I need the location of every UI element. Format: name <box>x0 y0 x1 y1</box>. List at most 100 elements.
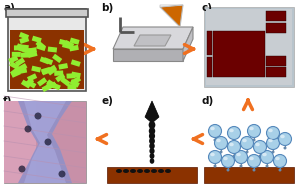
Ellipse shape <box>219 150 222 153</box>
Ellipse shape <box>210 127 215 130</box>
Polygon shape <box>14 45 23 50</box>
Text: a): a) <box>3 3 15 13</box>
Ellipse shape <box>271 150 274 153</box>
Ellipse shape <box>228 126 241 139</box>
Ellipse shape <box>214 136 228 149</box>
Ellipse shape <box>241 136 254 149</box>
Ellipse shape <box>149 148 155 154</box>
Ellipse shape <box>266 164 268 167</box>
Ellipse shape <box>258 154 261 157</box>
Polygon shape <box>12 52 21 57</box>
Bar <box>266 23 286 33</box>
Bar <box>204 7 294 87</box>
Polygon shape <box>145 101 159 123</box>
Polygon shape <box>64 40 74 48</box>
Polygon shape <box>16 43 26 51</box>
Ellipse shape <box>123 169 129 173</box>
Polygon shape <box>26 80 37 88</box>
Ellipse shape <box>249 127 254 130</box>
Ellipse shape <box>229 129 234 132</box>
Bar <box>266 67 286 77</box>
Ellipse shape <box>233 154 236 157</box>
Ellipse shape <box>34 112 42 119</box>
Polygon shape <box>43 57 53 65</box>
Polygon shape <box>35 40 45 50</box>
Ellipse shape <box>149 153 154 159</box>
Ellipse shape <box>255 143 260 146</box>
Ellipse shape <box>260 150 274 163</box>
Ellipse shape <box>210 153 215 156</box>
Ellipse shape <box>45 139 51 146</box>
Ellipse shape <box>242 139 247 142</box>
Text: d): d) <box>201 96 213 106</box>
Bar <box>213 31 265 77</box>
Bar <box>206 9 292 85</box>
Ellipse shape <box>239 164 242 167</box>
Polygon shape <box>27 73 37 82</box>
Ellipse shape <box>144 169 150 173</box>
Text: c): c) <box>201 3 212 13</box>
Polygon shape <box>47 65 57 74</box>
Ellipse shape <box>149 127 155 135</box>
Ellipse shape <box>130 169 136 173</box>
Bar <box>4 101 86 183</box>
Ellipse shape <box>149 132 155 140</box>
Polygon shape <box>18 101 72 183</box>
Ellipse shape <box>229 143 234 146</box>
Bar <box>207 31 212 55</box>
Polygon shape <box>46 79 57 88</box>
Ellipse shape <box>227 169 230 171</box>
Polygon shape <box>40 57 50 64</box>
Ellipse shape <box>268 139 273 142</box>
Polygon shape <box>37 77 47 87</box>
Polygon shape <box>19 44 29 50</box>
Ellipse shape <box>268 129 273 132</box>
Ellipse shape <box>223 157 228 160</box>
Polygon shape <box>31 66 41 73</box>
Polygon shape <box>8 55 18 64</box>
Polygon shape <box>46 81 57 90</box>
Polygon shape <box>27 47 37 53</box>
Polygon shape <box>71 59 81 67</box>
Bar <box>10 30 84 89</box>
Ellipse shape <box>24 125 31 132</box>
Polygon shape <box>113 49 183 61</box>
Polygon shape <box>42 83 52 92</box>
Ellipse shape <box>247 154 260 167</box>
Polygon shape <box>21 80 31 88</box>
Ellipse shape <box>280 135 285 138</box>
Ellipse shape <box>222 154 235 167</box>
Polygon shape <box>28 51 37 58</box>
Bar <box>266 56 286 66</box>
Ellipse shape <box>279 169 282 171</box>
Ellipse shape <box>59 170 66 177</box>
Polygon shape <box>183 27 193 61</box>
Ellipse shape <box>254 140 266 153</box>
Polygon shape <box>69 79 80 88</box>
Polygon shape <box>47 66 57 76</box>
Ellipse shape <box>151 169 157 173</box>
Polygon shape <box>52 54 62 63</box>
Bar <box>266 11 286 21</box>
Polygon shape <box>17 63 27 72</box>
Ellipse shape <box>274 154 287 167</box>
Ellipse shape <box>228 140 241 153</box>
Polygon shape <box>48 46 57 53</box>
Polygon shape <box>160 5 183 27</box>
Ellipse shape <box>137 169 143 173</box>
Polygon shape <box>62 42 72 49</box>
Bar <box>207 57 212 77</box>
Ellipse shape <box>262 153 267 156</box>
Polygon shape <box>11 70 21 78</box>
Ellipse shape <box>236 153 241 156</box>
Ellipse shape <box>158 169 164 173</box>
Ellipse shape <box>18 166 26 173</box>
Ellipse shape <box>252 139 255 142</box>
Polygon shape <box>19 36 29 44</box>
Ellipse shape <box>266 126 279 139</box>
Ellipse shape <box>252 169 255 171</box>
Polygon shape <box>18 46 28 53</box>
Polygon shape <box>50 82 61 90</box>
Ellipse shape <box>249 157 254 160</box>
Ellipse shape <box>284 146 287 149</box>
